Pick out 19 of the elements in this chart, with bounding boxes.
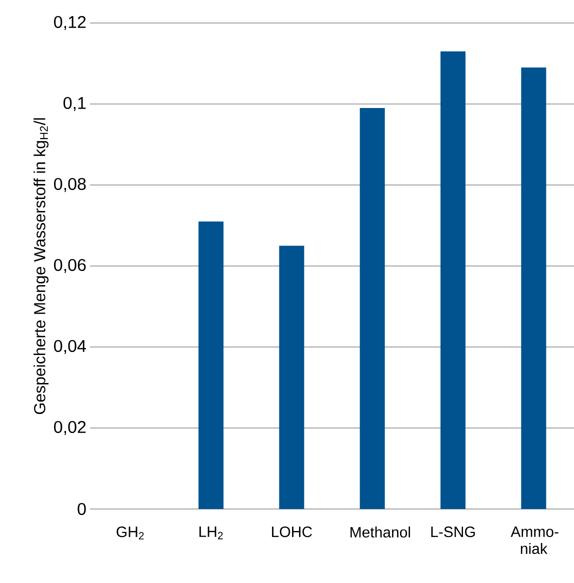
y-tick-label: 0,04 xyxy=(54,340,86,354)
x-tick-label: GH$_{2}$ xyxy=(116,526,144,540)
y-tick-label: 0,02 xyxy=(54,420,86,436)
y-tick-label: 0,08 xyxy=(54,178,86,192)
x-tick-label: LOHC xyxy=(272,526,312,538)
x-tick-label: Methanol xyxy=(350,526,410,538)
bar xyxy=(198,221,224,509)
bar xyxy=(440,51,466,509)
x-tick-label: L-SNG xyxy=(431,526,475,538)
y-tick-label: 0,1 xyxy=(63,96,86,112)
y-axis-title: Gespeicherte Menge Wasserstoff in kg$_{H2}$/l xyxy=(34,118,49,414)
bar xyxy=(279,246,304,509)
bar xyxy=(360,108,385,509)
y-tick-label: 0,12 xyxy=(54,16,86,30)
x-tick-label: LH$_{2}$ xyxy=(199,526,223,540)
x-tick-label: Ammo-niak xyxy=(510,526,558,554)
y-tick-label: 0,06 xyxy=(54,258,86,274)
y-tick-label: 0 xyxy=(78,502,86,516)
bar xyxy=(521,68,546,509)
